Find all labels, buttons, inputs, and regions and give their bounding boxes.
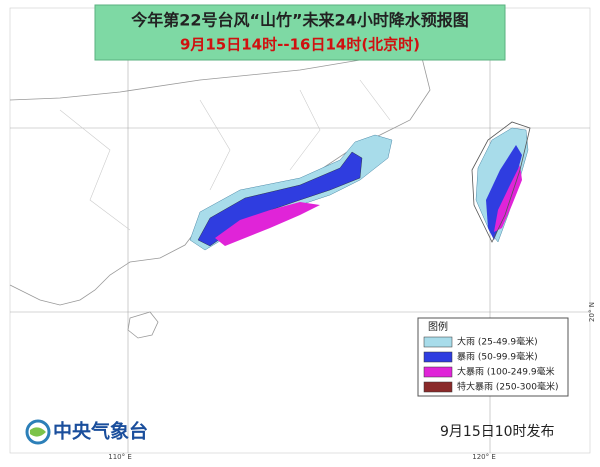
rain-area (494, 165, 522, 232)
rain-area (215, 202, 320, 246)
province-border (59, 79, 391, 231)
logo-mark (30, 427, 46, 437)
legend-label: 大暴雨 (100-249.9毫米 (457, 366, 555, 378)
legend-swatch (423, 381, 453, 393)
legend-swatch (423, 366, 453, 378)
legend-label: 特大暴雨 (250-300毫米) (457, 381, 559, 393)
org-name: 中央气象台 (53, 420, 148, 443)
title-box (94, 4, 506, 61)
legend-title: 图例 (428, 320, 448, 333)
legend-label: 暴雨 (50-99.9毫米) (457, 351, 538, 363)
lat-label: 20° N (588, 302, 596, 322)
logo (25, 419, 51, 445)
legend-swatch (423, 351, 453, 363)
hainan (127, 311, 159, 339)
legend-swatch (423, 336, 453, 348)
legend-label: 大雨 (25-49.9毫米) (457, 336, 538, 348)
title: 今年第22号台风“山竹”未来24小时降水预报图 (130, 11, 469, 30)
lon-label: 120° E (472, 453, 496, 461)
issue-time: 9月15日10时发布 (440, 424, 555, 440)
taiwan (471, 121, 531, 243)
rain-area (486, 145, 522, 240)
subtitle: 9月15日14时--16日14时(北京时) (180, 36, 420, 54)
logo-ring (25, 419, 51, 445)
legend: 图例 大雨 (25-49.9毫米) 暴雨 (50-99.9毫米) 大暴雨 (100-… (417, 317, 569, 397)
lon-label: 110° E (108, 453, 132, 461)
